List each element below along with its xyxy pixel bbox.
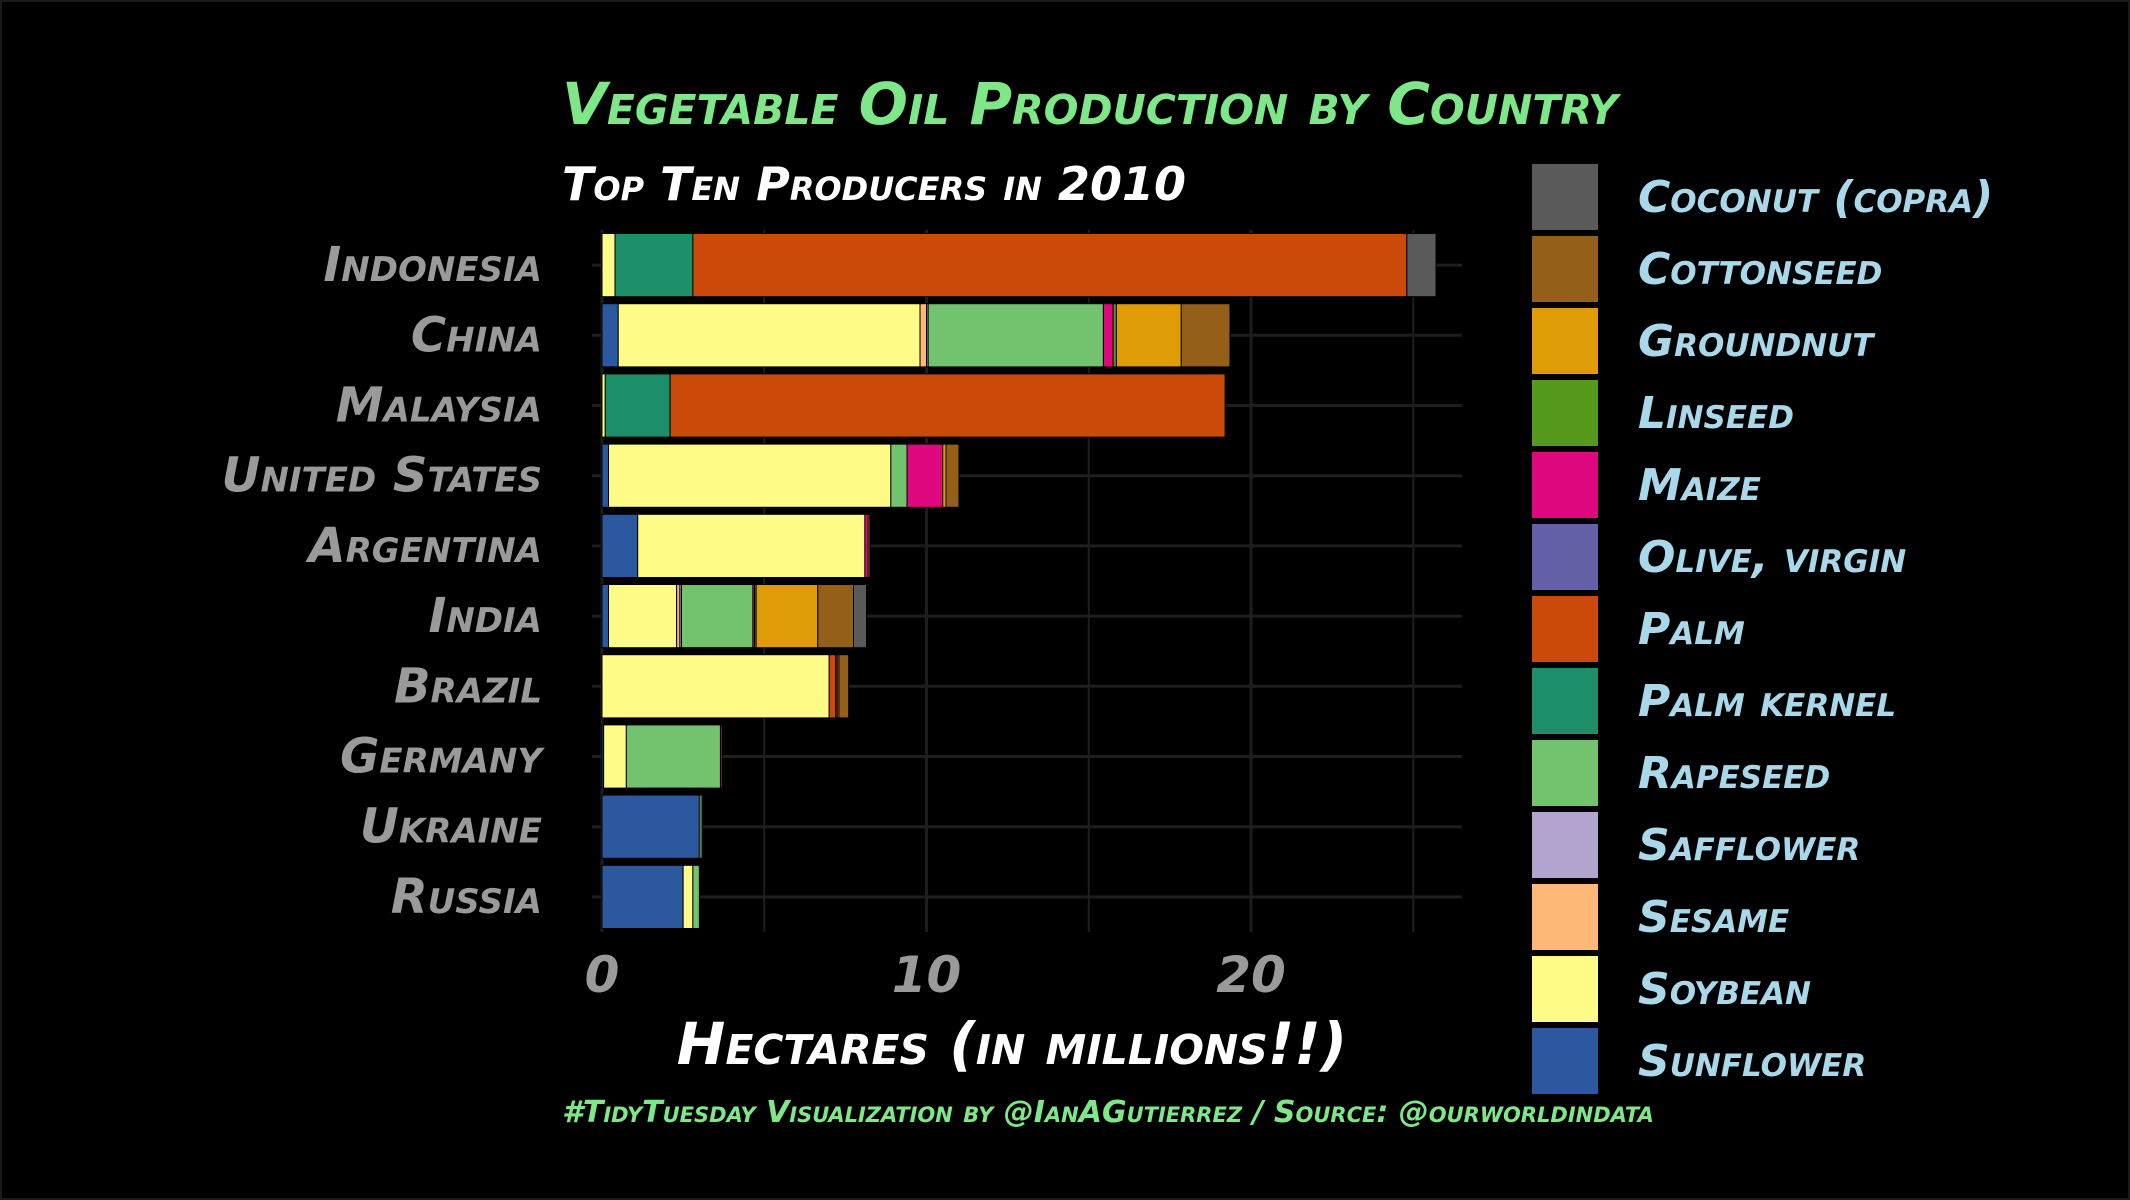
country-label: Argentina (304, 518, 542, 574)
x-axis-title: Hectares (in millions!!) (677, 1010, 1347, 1078)
bar-segment (601, 233, 616, 298)
legend-swatch (1532, 524, 1598, 590)
bar-segment (828, 654, 837, 719)
bar-segment (601, 513, 639, 578)
bar-segment (601, 584, 609, 649)
legend-label: Sunflower (1638, 1036, 1866, 1087)
bar-segment (927, 303, 1104, 368)
legend-swatch (1532, 452, 1598, 518)
legend-swatch (1532, 956, 1598, 1022)
legend-swatch (1532, 596, 1598, 662)
x-tick-label: 0 (585, 946, 620, 1004)
legend-label: Cottonseed (1638, 244, 1882, 295)
legend-label: Soybean (1638, 964, 1811, 1015)
country-label: United States (221, 448, 542, 504)
country-label: Brazil (394, 658, 542, 714)
country-label: Indonesia (323, 237, 542, 293)
bar-segment (607, 443, 892, 508)
legend-label: Linseed (1638, 388, 1794, 439)
legend-swatch (1532, 380, 1598, 446)
bar-segment (607, 584, 678, 649)
bar-segment (817, 584, 855, 649)
legend-label: Rapeseed (1638, 748, 1830, 799)
x-tick-label: 10 (892, 946, 962, 1004)
legend-label: Groundnut (1638, 316, 1876, 367)
bar-segment (1115, 303, 1182, 368)
x-axis-ticks: 0 10 20 (585, 946, 1286, 1004)
bar-segment (601, 794, 700, 859)
bar-segment (601, 303, 619, 368)
bar-segment (906, 443, 944, 508)
bar-segment (625, 724, 721, 789)
bar-segment (890, 443, 908, 508)
bar-segment (617, 303, 921, 368)
country-label: Ukraine (360, 799, 542, 855)
legend-swatch (1532, 236, 1598, 302)
bar-segment (1406, 233, 1437, 298)
country-label: India (428, 588, 542, 644)
bar-segment (669, 373, 1226, 438)
bar-segment (614, 233, 694, 298)
legend-label: Sesame (1638, 892, 1789, 943)
bar-segment (838, 654, 850, 719)
country-labels: Indonesia China Malaysia United States Argen… (221, 237, 545, 925)
bar-segment (681, 584, 754, 649)
legend-label: Maize (1638, 460, 1761, 511)
legend-label: Palm (1638, 604, 1745, 655)
country-label: Russia (391, 869, 542, 925)
bar-segment (692, 864, 700, 929)
bar-segment (601, 443, 609, 508)
legend: Coconut (copra) Cottonseed Groundnut Linsee… (1532, 164, 1993, 1094)
bar-segment (755, 584, 819, 649)
bar-segment (919, 303, 928, 368)
bar-segment (601, 654, 830, 719)
legend-label: Olive, virgin (1638, 532, 1906, 583)
country-label: China (411, 307, 542, 363)
legend-swatch (1532, 668, 1598, 734)
stacked-bars (601, 233, 1437, 929)
bar-segment (700, 794, 704, 859)
bar-segment (853, 584, 867, 649)
bar-segment (601, 864, 684, 929)
chart-title: Vegetable Oil Production by Country (562, 70, 1622, 138)
bar-segment (604, 373, 671, 438)
chart-caption: #TidyTuesday Visualization by @IanAGutie… (562, 1095, 1654, 1130)
legend-label: Safflower (1638, 820, 1860, 871)
legend-swatch (1532, 884, 1598, 950)
bar-segment (719, 724, 723, 789)
country-label: Germany (340, 729, 545, 785)
bar-segment (682, 864, 694, 929)
bar-segment (945, 443, 960, 508)
legend-label: Coconut (copra) (1638, 172, 1993, 223)
bar-segment (867, 513, 871, 578)
legend-swatch (1532, 308, 1598, 374)
x-tick-label: 20 (1216, 946, 1286, 1004)
bar-segment (1180, 303, 1231, 368)
legend-swatch (1532, 740, 1598, 806)
country-label: Malaysia (336, 378, 542, 434)
legend-swatch (1532, 1028, 1598, 1094)
legend-swatch (1532, 164, 1598, 230)
bar-segment (692, 233, 1408, 298)
legend-label: Palm kernel (1638, 676, 1896, 727)
chart-subtitle: Top Ten Producers in 2010 (562, 157, 1186, 211)
legend-swatch (1532, 812, 1598, 878)
bar-segment (603, 724, 627, 789)
bar-segment (637, 513, 866, 578)
bar-segment (1102, 303, 1114, 368)
